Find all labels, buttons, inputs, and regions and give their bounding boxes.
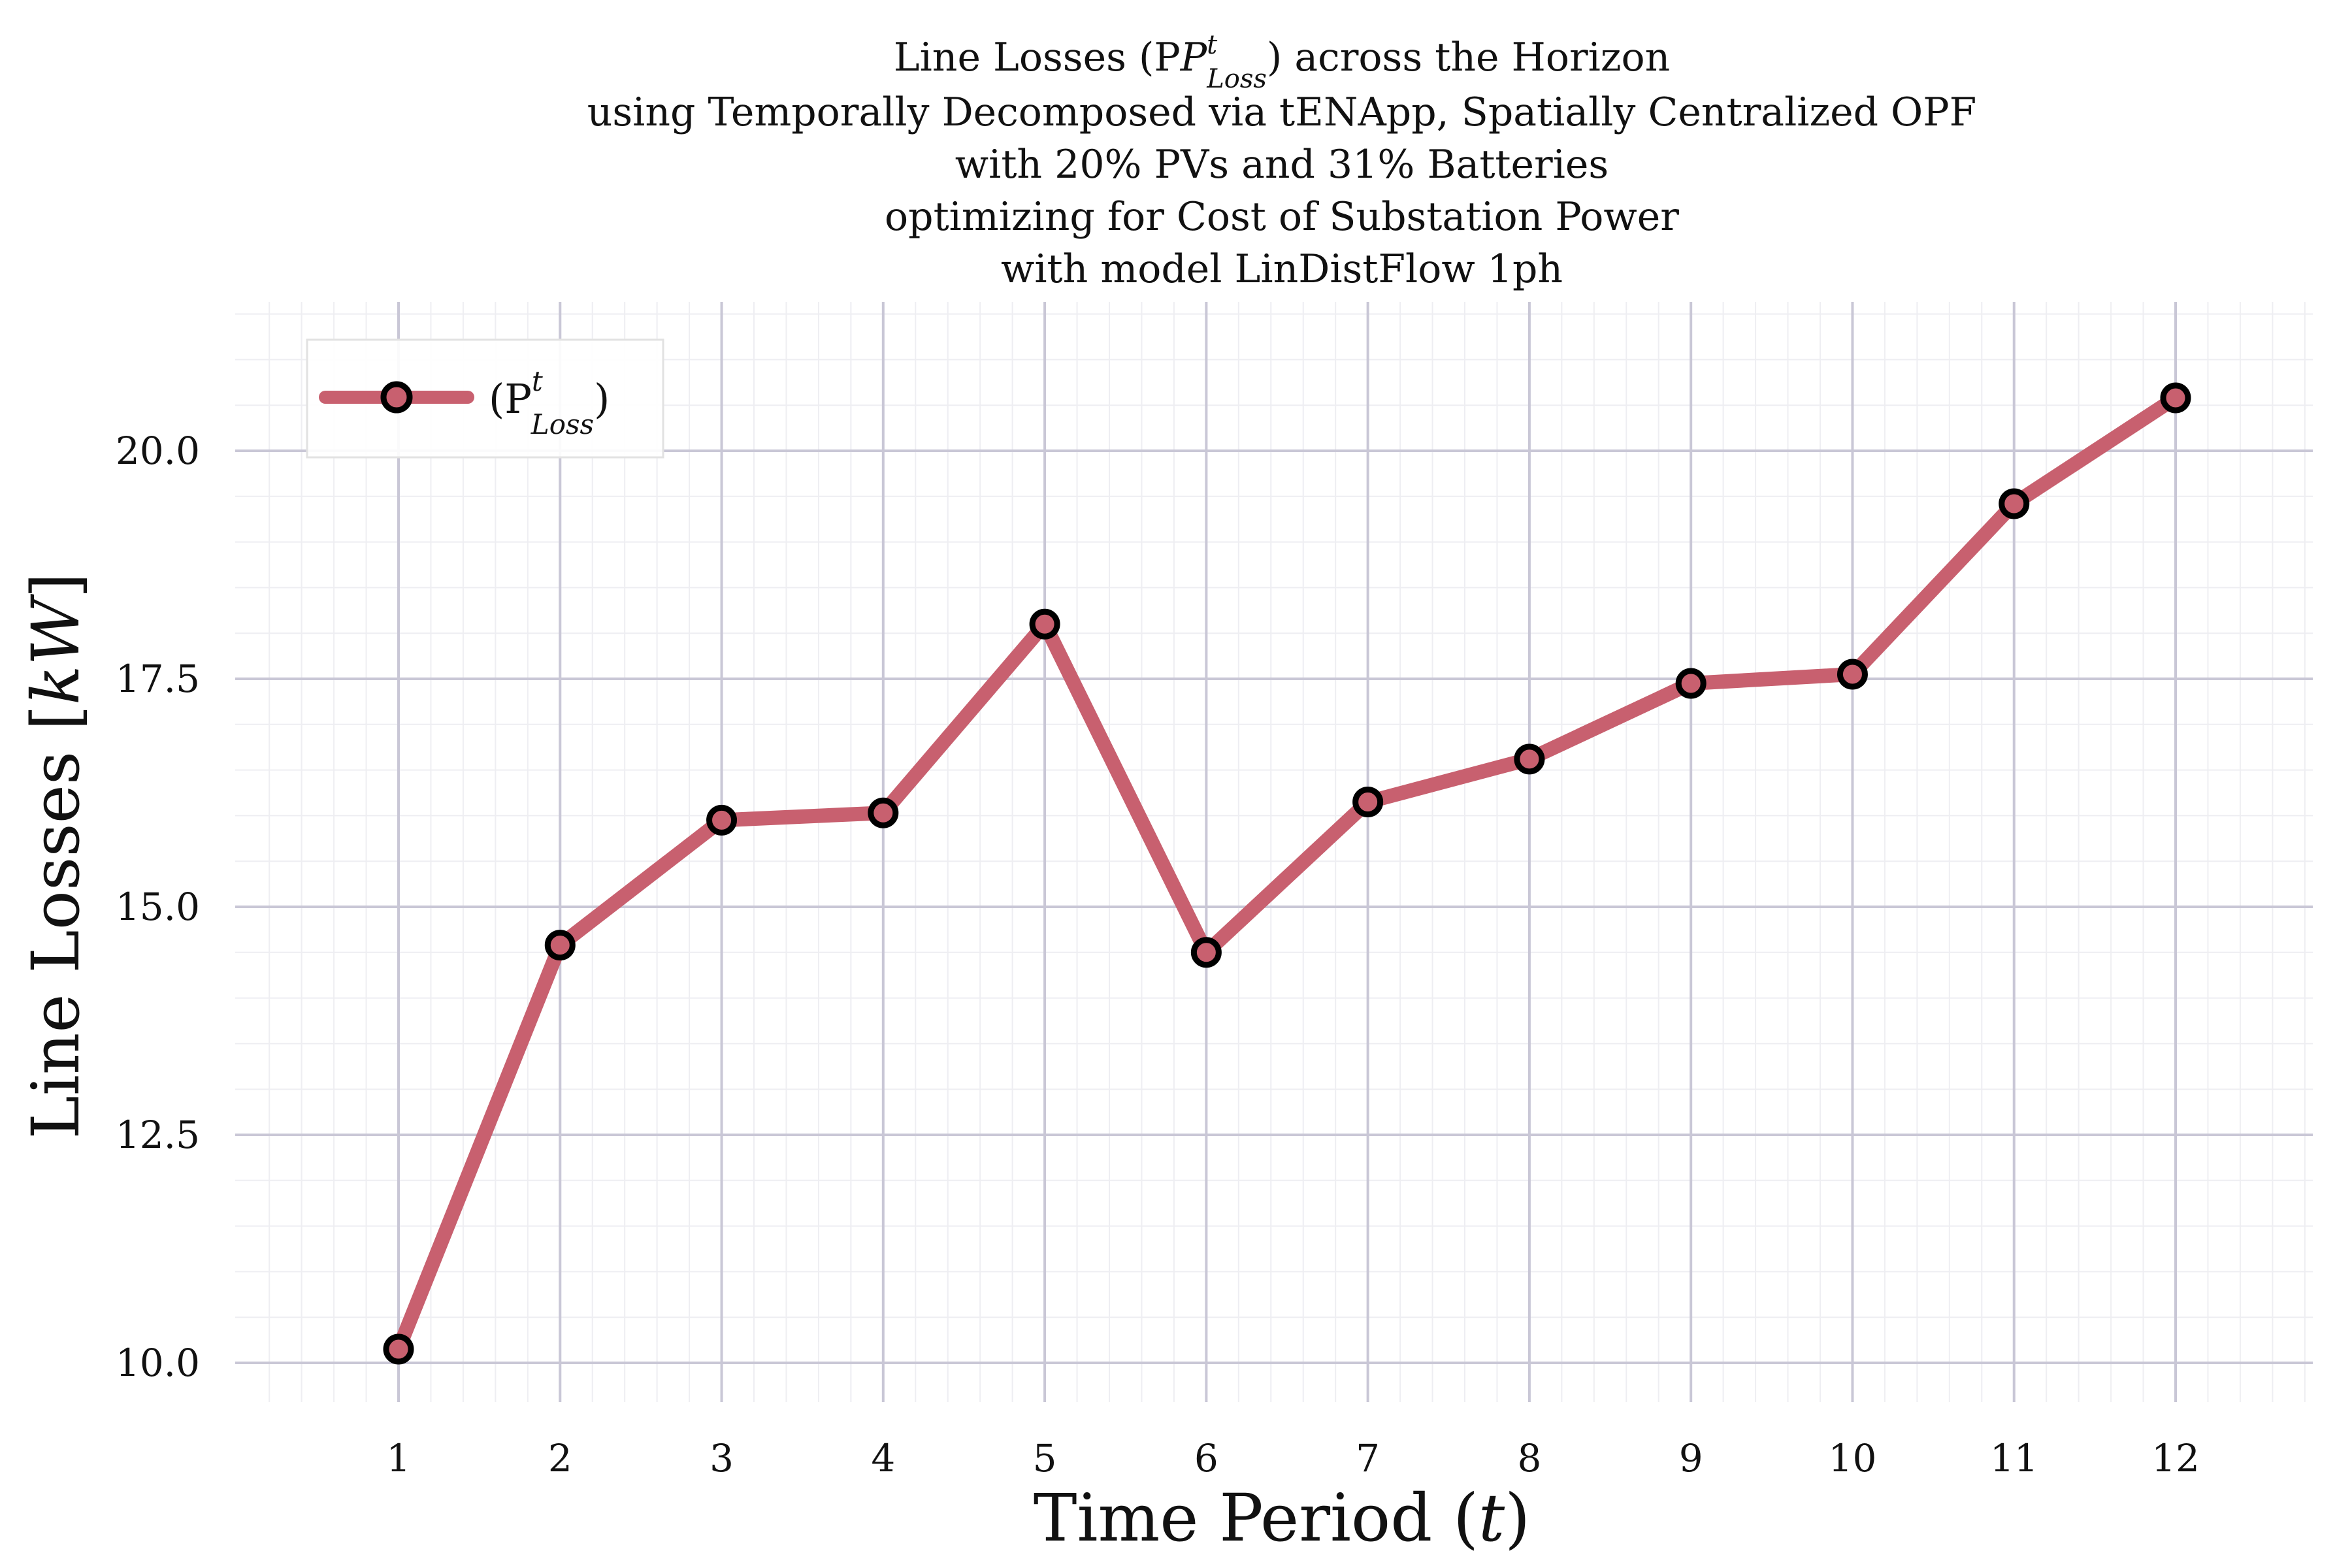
x-tick-label: 4 [871, 1436, 895, 1480]
title-prefix: Line Losses (P [894, 35, 1181, 80]
x-axis-label-text: Time Period ( [1034, 1480, 1478, 1556]
y-axis-label: Line Losses [kW] [18, 573, 94, 1139]
y-tick-label: 20.0 [116, 429, 200, 473]
y-tick-label: 10.0 [116, 1341, 200, 1385]
legend-label-close: ) [594, 375, 610, 423]
data-point [1999, 488, 2030, 519]
legend-marker [380, 381, 413, 414]
x-tick-label: 3 [710, 1436, 734, 1480]
x-tick-label: 12 [2151, 1436, 2200, 1480]
data-point [1837, 659, 1868, 690]
x-axis-label-var: t [1478, 1480, 1505, 1556]
data-point [1029, 608, 1060, 640]
x-tick-label: 9 [1679, 1436, 1703, 1480]
x-tick-label: 2 [548, 1436, 572, 1480]
x-tick-label: 5 [1033, 1436, 1057, 1480]
y-axis-label-text: Line Losses [ [18, 705, 94, 1139]
y-tick-label: 17.5 [116, 657, 200, 701]
title-line-3: with 20% PVs and 31% Batteries [955, 142, 1609, 188]
data-point [383, 1333, 414, 1365]
x-tick-label: 10 [1829, 1436, 1877, 1480]
data-point [1675, 668, 1707, 699]
y-tick-labels: 10.0 12.5 15.0 17.5 20.0 [116, 429, 200, 1385]
x-tick-label: 6 [1194, 1436, 1218, 1480]
title-line-2: using Temporally Decomposed via tENApp, … [587, 90, 1977, 135]
y-tick-label: 12.5 [116, 1113, 200, 1157]
x-tick-label: 11 [1990, 1436, 2038, 1480]
title-line-5: with model LinDistFlow 1ph [1001, 246, 1563, 292]
data-point [2160, 382, 2191, 414]
x-tick-labels: 1 2 3 4 5 6 7 8 9 10 11 12 [387, 1436, 2200, 1480]
data-point [544, 930, 576, 961]
y-tick-label: 15.0 [116, 885, 200, 929]
title-symbol-sup: t [1207, 30, 1218, 60]
x-tick-label: 1 [387, 1436, 411, 1480]
title-line-4: optimizing for Cost of Substation Power [885, 194, 1679, 240]
chart-title: Line Losses (PPt Loss) across the Horizon… [587, 30, 1977, 292]
title-symbol-base: P [1180, 35, 1208, 80]
data-point [1190, 937, 1222, 968]
major-grid [235, 302, 2313, 1402]
data-point [868, 797, 899, 828]
data-point [1514, 743, 1545, 775]
legend-entry-label: (Pt Loss) [489, 365, 610, 440]
legend-label-sup: t [532, 365, 543, 397]
series-line-losses [383, 382, 2191, 1365]
x-axis-label-close: ) [1505, 1480, 1530, 1556]
data-point [706, 804, 738, 836]
legend: (Pt Loss) [306, 338, 664, 459]
minor-grid [235, 302, 2313, 1402]
x-tick-label: 7 [1356, 1436, 1380, 1480]
y-axis-label-close: ] [18, 573, 94, 598]
data-point [1352, 786, 1384, 817]
y-axis-label-unit: kW [18, 593, 94, 705]
legend-label-sub: Loss [531, 408, 594, 440]
series-line [391, 391, 2183, 1357]
x-axis-label: Time Period (t) [1034, 1480, 1530, 1556]
title-suffix: ) across the Horizon [1267, 35, 1670, 80]
title-line-1: Line Losses (PPt Loss) across the Horizon [894, 30, 1670, 94]
title-symbol-sub: Loss [1206, 64, 1267, 94]
legend-label-open: (P [489, 375, 532, 423]
x-tick-label: 8 [1517, 1436, 1541, 1480]
